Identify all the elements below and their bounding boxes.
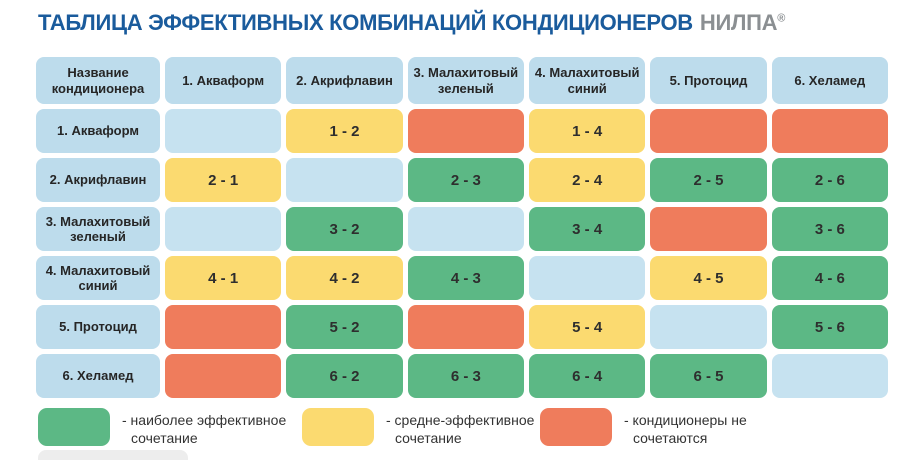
matrix-cell [165,305,282,349]
column-header: 2. Акрифлавин [286,57,403,104]
matrix-cell: 6 - 3 [407,354,524,398]
matrix-cell: 4 - 3 [407,256,524,300]
legend-item: - средне-эффективное сочетание [302,408,540,447]
matrix-cell [650,305,767,349]
row-header: 5. Протоцид [36,305,160,349]
matrix-cell: 6 - 4 [529,354,646,398]
matrix-cell [529,256,646,300]
legend-item: - кондиционеры не сочетаются [540,408,805,447]
row-header: 4. Малахитовый синий [36,256,160,300]
matrix-cell: 2 - 6 [771,158,888,202]
matrix-cell [407,207,524,251]
matrix-cell [407,109,524,153]
legend-swatch-none [540,408,612,446]
matrix-cell: 2 - 1 [165,158,282,202]
row-header: 3. Малахитовый зеленый [36,207,160,251]
column-header: 4. Малахитовый синий [529,57,646,104]
matrix-cell: 1 - 4 [529,109,646,153]
corner-header: Название кондиционера [36,57,160,104]
matrix-cell: 2 - 4 [529,158,646,202]
matrix-cell [771,354,888,398]
row-header: 6. Хеламед [36,354,160,398]
column-header: 1. Акваформ [165,57,282,104]
matrix-cell [650,109,767,153]
matrix-cell: 4 - 1 [165,256,282,300]
legend-label: - кондиционеры не сочетаются [624,412,747,447]
legend-label: - средне-эффективное сочетание [386,412,535,447]
legend-label: - наиболее эффективное сочетание [122,412,287,447]
matrix-cell: 6 - 5 [650,354,767,398]
matrix-cell [650,207,767,251]
matrix-cell: 4 - 2 [286,256,403,300]
brand-name: НИЛПА [699,10,778,35]
combination-matrix: Название кондиционера 1. Акваформ 2. Акриф… [36,57,888,398]
legend-swatch-best [38,408,110,446]
column-header: 5. Протоцид [650,57,767,104]
matrix-cell: 2 - 3 [407,158,524,202]
legend: - наиболее эффективное сочетание - средне… [38,408,878,447]
matrix-cell: 3 - 4 [529,207,646,251]
matrix-cell: 4 - 5 [650,256,767,300]
legend-item: - наиболее эффективное сочетание [38,408,302,447]
page-title: ТАБЛИЦА ЭФФЕКТИВНЫХ КОМБИНАЦИЙ КОНДИЦИОН… [38,10,785,36]
matrix-cell [771,109,888,153]
legend-swatch-medium [302,408,374,446]
column-header: 3. Малахитовый зеленый [407,57,524,104]
matrix-cell: 6 - 2 [286,354,403,398]
registered-trademark-icon: ® [777,12,786,25]
cropped-bottom-element [38,450,188,460]
matrix-cell: 2 - 5 [650,158,767,202]
matrix-cell [286,158,403,202]
row-header: 2. Акрифлавин [36,158,160,202]
title-main: ТАБЛИЦА ЭФФЕКТИВНЫХ КОМБИНАЦИЙ КОНДИЦИОН… [38,10,693,35]
matrix-cell [165,354,282,398]
row-header: 1. Акваформ [36,109,160,153]
matrix-cell [165,109,282,153]
matrix-cell: 5 - 4 [529,305,646,349]
matrix-cell [407,305,524,349]
matrix-cell [165,207,282,251]
matrix-cell: 5 - 2 [286,305,403,349]
matrix-cell: 1 - 2 [286,109,403,153]
matrix-cell: 5 - 6 [771,305,888,349]
column-header: 6. Хеламед [771,57,888,104]
matrix-cell: 3 - 6 [771,207,888,251]
matrix-cell: 3 - 2 [286,207,403,251]
matrix-cell: 4 - 6 [771,256,888,300]
